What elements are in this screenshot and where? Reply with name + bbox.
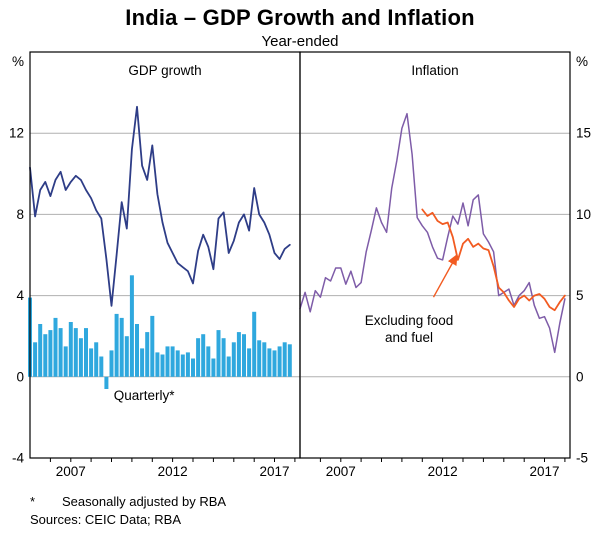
x-axis-label: 2017 <box>259 464 289 479</box>
x-axis-label: 2007 <box>326 464 356 479</box>
footnote-asterisk: * <box>30 494 36 509</box>
y-axis-label: 10 <box>576 207 591 222</box>
bar <box>277 346 282 377</box>
series-line <box>299 112 566 354</box>
bar <box>109 350 114 377</box>
bar <box>211 358 216 377</box>
bar <box>135 324 139 377</box>
bar <box>99 356 104 377</box>
bar <box>48 330 53 377</box>
bar <box>221 338 226 377</box>
axis-unit-label: % <box>12 54 24 69</box>
bar <box>155 352 160 377</box>
bar <box>170 346 175 377</box>
bar <box>104 376 109 389</box>
bar <box>43 334 48 377</box>
bar <box>124 336 129 377</box>
sources-text: Sources: CEIC Data; RBA <box>30 512 181 527</box>
y-axis-label: 15 <box>576 126 591 141</box>
panel-title: GDP growth <box>128 63 201 78</box>
bar <box>94 342 99 377</box>
bar <box>267 348 272 377</box>
y-axis-label: -4 <box>12 451 24 466</box>
annotation-arrow <box>432 253 458 298</box>
bar <box>236 332 241 377</box>
footnotes: * Seasonally adjusted by RBA Sources: CE… <box>0 493 600 529</box>
y-axis-label: 4 <box>16 288 24 303</box>
axis-unit-label: % <box>576 54 588 69</box>
bar <box>78 338 83 377</box>
bar <box>89 348 94 377</box>
bar <box>191 358 195 377</box>
x-axis-label: 2012 <box>158 464 188 479</box>
panel-border <box>299 51 571 459</box>
bar <box>84 328 88 377</box>
bar <box>287 344 292 377</box>
bar <box>73 328 78 377</box>
bar <box>262 342 267 377</box>
bar <box>38 324 43 377</box>
bar <box>58 328 63 377</box>
bar <box>252 311 257 377</box>
y-axis-label: 0 <box>576 369 584 384</box>
panel-title: Inflation <box>411 63 458 78</box>
bar <box>145 332 150 377</box>
series-line <box>29 105 291 307</box>
bar <box>185 352 190 377</box>
x-axis-label: 2017 <box>529 464 559 479</box>
bar <box>53 317 58 377</box>
bar <box>206 346 211 377</box>
page-title: India – GDP Growth and Inflation <box>125 5 475 30</box>
annotation-text: Excluding food <box>365 313 454 328</box>
bar <box>33 342 38 377</box>
y-axis-label: 5 <box>576 288 584 303</box>
chart-subtitle: Year-ended <box>261 33 339 50</box>
y-axis-label: 0 <box>16 369 24 384</box>
bar <box>231 342 236 377</box>
bar <box>196 338 201 377</box>
bar <box>242 334 246 377</box>
chart: 2007 2012 2017 -4 0 4 8 12% GDP growth Quarterly*… <box>9 51 591 479</box>
bar <box>129 275 134 377</box>
x-axis-label: 2012 <box>428 464 458 479</box>
y-axis-label: 8 <box>16 207 24 222</box>
annotation-text: and fuel <box>385 330 433 345</box>
bar <box>63 346 68 377</box>
bar <box>160 354 165 377</box>
series-line <box>421 208 566 312</box>
bar <box>119 317 124 377</box>
series-label: Quarterly* <box>114 388 176 403</box>
bar <box>165 346 170 377</box>
bar <box>140 348 145 377</box>
bar <box>282 342 287 377</box>
bar <box>257 340 262 377</box>
bar <box>247 348 252 377</box>
bar <box>216 330 221 377</box>
bar <box>68 322 73 377</box>
bar <box>175 350 180 377</box>
x-axis-label: 2007 <box>56 464 86 479</box>
bar <box>150 315 155 377</box>
y-axis-label: 12 <box>9 126 24 141</box>
bar <box>114 313 119 377</box>
y-axis-label: -5 <box>576 451 588 466</box>
bar <box>180 354 185 377</box>
bar <box>226 356 231 377</box>
footnote-text: Seasonally adjusted by RBA <box>62 494 227 509</box>
bar <box>201 334 206 377</box>
bar <box>272 350 277 377</box>
